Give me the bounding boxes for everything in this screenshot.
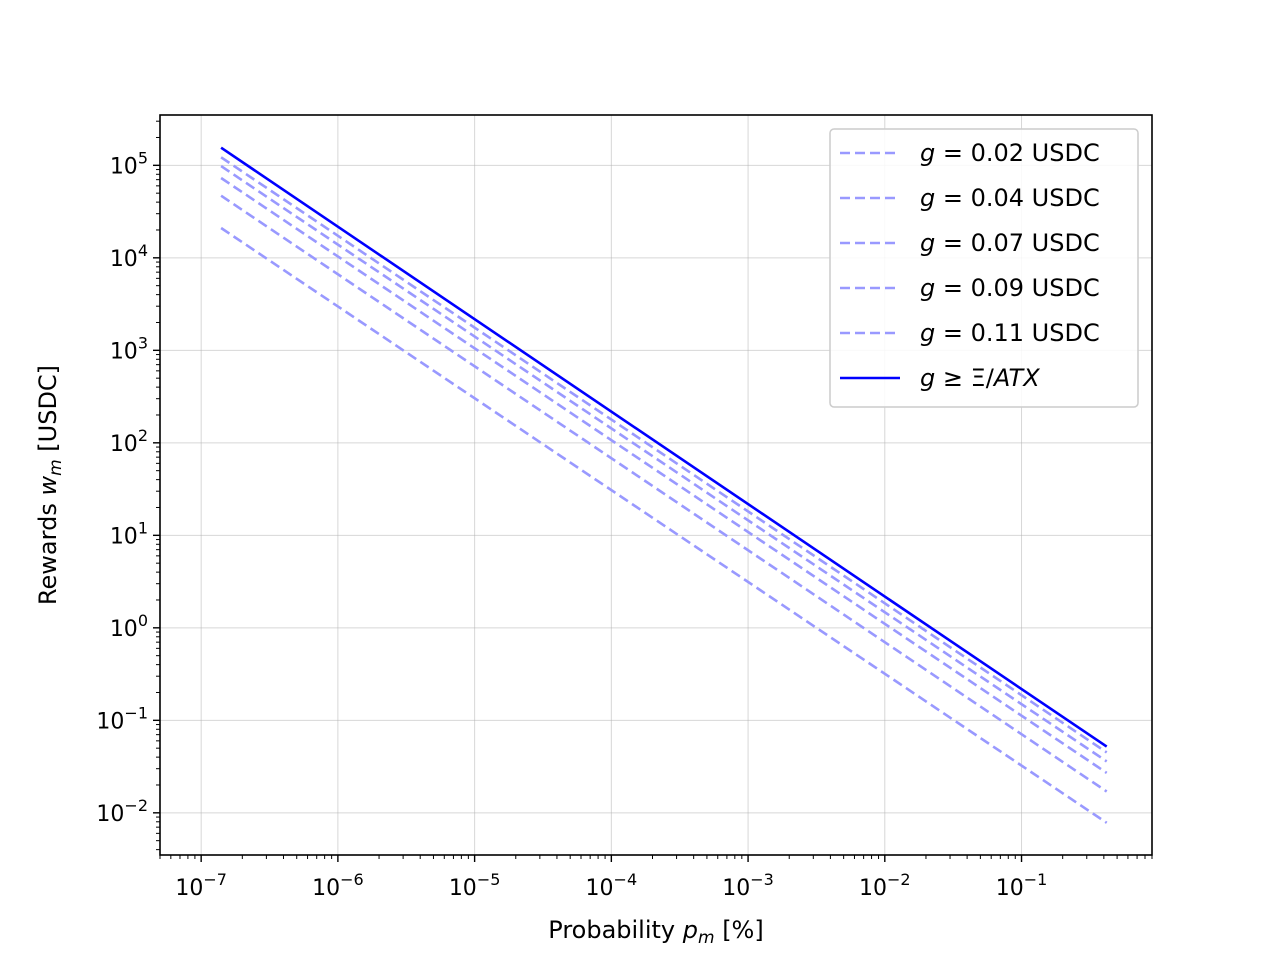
grid-layer: [160, 115, 1152, 855]
series-line: [220, 165, 1108, 763]
y-tick-label: 10−2: [96, 796, 148, 827]
y-tick-label: 101: [110, 518, 148, 549]
series-line: [220, 146, 1108, 748]
legend: g = 0.02 USDC g = 0.04 USDC g = 0.07 USDC g…: [829, 128, 1139, 408]
y-tick-label: 102: [110, 426, 148, 457]
x-tick-label: 10−7: [175, 870, 227, 901]
x-axis-label: Probability pm [%]: [548, 916, 763, 948]
x-tick-label: 10−2: [859, 870, 911, 901]
x-tick-label: 10−5: [449, 870, 501, 901]
x-tick-label: 10−4: [586, 870, 638, 901]
series-line: [220, 156, 1108, 754]
label-layer: 10−7 10−6 10−5 10−4 10−3 10−2 10−1 10−2 10−1 100 1…: [34, 148, 1047, 948]
y-tick-label: 103: [110, 333, 148, 364]
y-tick-label: 104: [110, 241, 148, 272]
x-tick-label: 10−6: [312, 870, 364, 901]
legend-label: g = 0.02 USDC: [920, 139, 1100, 167]
x-tick-label: 10−3: [722, 870, 774, 901]
legend-box: [829, 128, 1139, 408]
legend-label: g = 0.07 USDC: [920, 229, 1100, 257]
plot-frame: [159, 114, 1153, 856]
series-line: [220, 176, 1108, 774]
legend-label: g = 0.04 USDC: [920, 184, 1100, 212]
tick-layer: [153, 120, 1153, 862]
y-tick-label: 10−1: [96, 703, 148, 734]
x-tick-label: 10−1: [996, 870, 1048, 901]
y-tick-label: 100: [110, 611, 148, 642]
legend-label: g ≥ Ξ/ATX: [920, 364, 1040, 392]
y-axis-label: Rewards wm [USDC]: [34, 365, 66, 605]
series-line: [220, 226, 1108, 824]
legend-label: g = 0.09 USDC: [920, 274, 1100, 302]
series-layer: [220, 146, 1108, 824]
series-line: [220, 194, 1108, 793]
legend-label: g = 0.11 USDC: [920, 319, 1100, 347]
y-tick-label: 105: [110, 148, 148, 179]
